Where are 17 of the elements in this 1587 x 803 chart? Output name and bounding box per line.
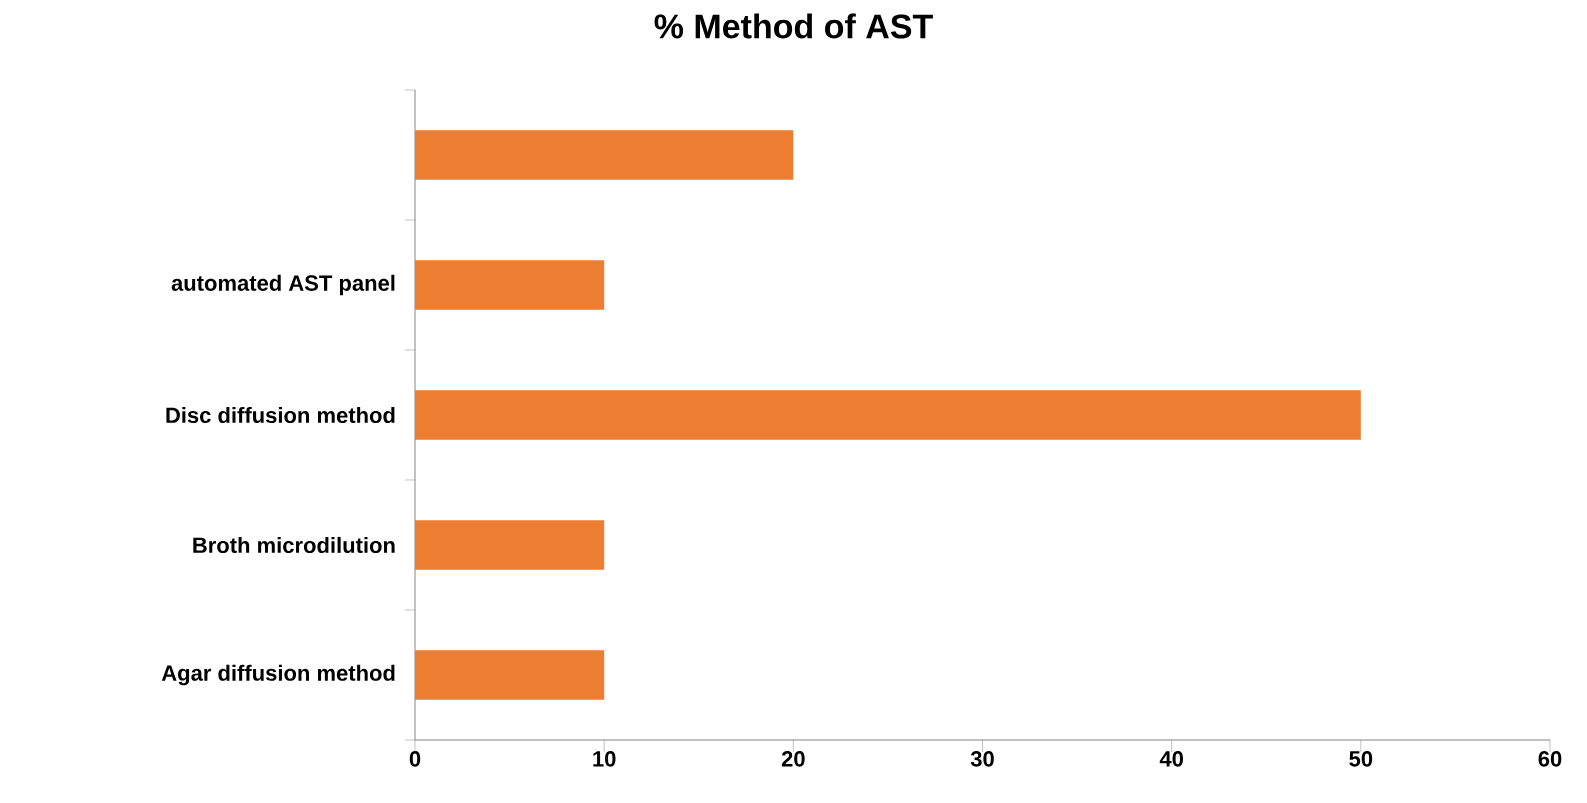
bar bbox=[415, 520, 605, 570]
bar bbox=[415, 260, 605, 310]
y-tick-label: Broth microdilution bbox=[193, 536, 395, 554]
bar bbox=[415, 130, 794, 180]
x-tick-label: 20 bbox=[781, 751, 805, 767]
y-tick-label: automated AST panel bbox=[171, 274, 395, 296]
bar bbox=[415, 390, 1361, 440]
x-tick-label: 60 bbox=[1538, 751, 1562, 767]
x-tick-label: 30 bbox=[970, 751, 994, 767]
bar bbox=[415, 650, 605, 700]
chart-title: % Method of AST bbox=[654, 13, 933, 39]
x-tick-label: 10 bbox=[593, 751, 616, 767]
y-tick-label: Agar diffusion method bbox=[161, 664, 395, 686]
y-tick-label: Disc diffusion method bbox=[166, 406, 395, 424]
x-tick-label: 0 bbox=[409, 751, 421, 767]
x-tick-label: 40 bbox=[1159, 751, 1183, 767]
x-tick-label: 50 bbox=[1349, 751, 1373, 767]
